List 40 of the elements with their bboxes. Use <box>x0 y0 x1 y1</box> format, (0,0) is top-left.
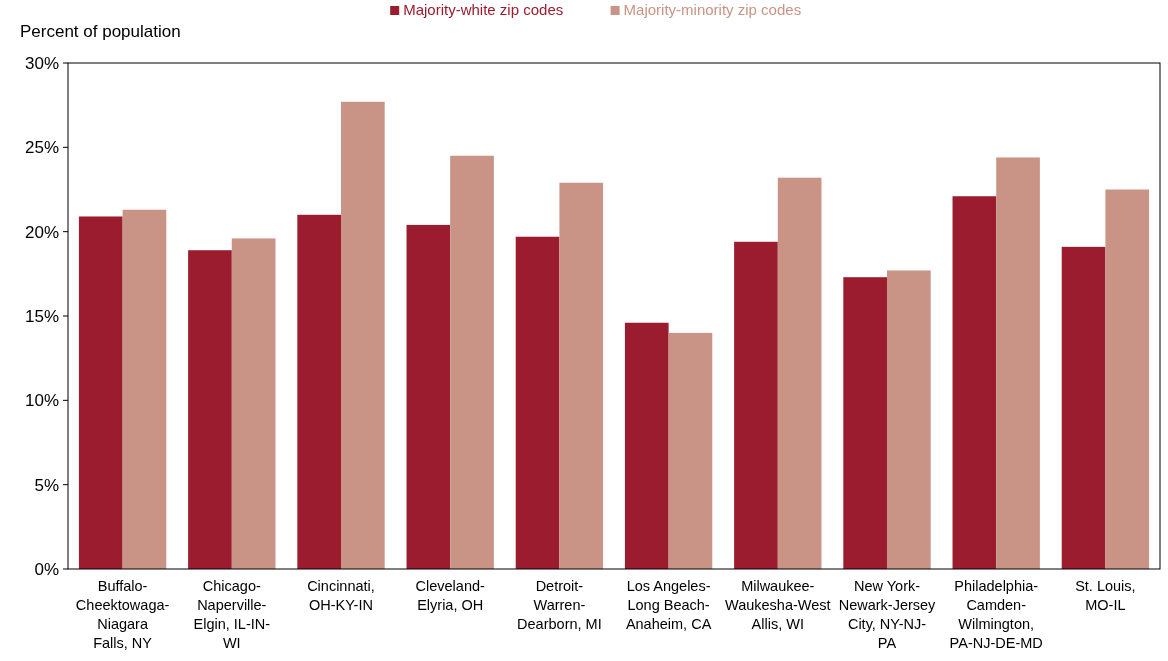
bar <box>1061 246 1106 569</box>
y-tick-label: 10% <box>24 391 59 411</box>
legend-label: Majority-white zip codes <box>403 1 564 18</box>
bar <box>231 238 276 569</box>
x-tick-label: Los Angeles-Long Beach-Anaheim, CA <box>625 578 712 632</box>
x-tick-label: Buffalo-Cheektowaga-Niagara Falls, NY <box>75 578 170 651</box>
bar <box>777 177 822 569</box>
bar <box>734 241 778 569</box>
bar <box>341 101 385 569</box>
y-tick-label: 25% <box>24 138 59 158</box>
bar <box>624 322 669 569</box>
y-axis-title: Percent of population <box>20 22 181 41</box>
bar <box>668 332 713 569</box>
bar <box>887 270 931 569</box>
bar <box>1105 189 1150 569</box>
x-tick-label: Detroit-Warren-Dearborn, MI <box>517 578 602 632</box>
bar <box>559 182 604 569</box>
x-tick-label: Cincinnati, OH-KY-IN <box>307 578 375 613</box>
x-tick-label: Milwaukee-Waukesha-West Allis, WI <box>725 578 831 632</box>
bar <box>843 277 887 569</box>
y-tick-label: 0% <box>34 559 59 579</box>
bar <box>450 155 494 569</box>
bar <box>297 214 341 569</box>
bar <box>78 216 123 569</box>
bar <box>996 157 1040 569</box>
x-tick-label: Philadelphia-Camden-Wilmington, PA-NJ-DE-MD <box>949 578 1043 651</box>
x-tick-label: New York-Newark-Jersey City, NY-NJ-PA <box>838 578 937 651</box>
x-tick-label: St. Louis, MO-IL <box>1075 578 1136 613</box>
x-tick-label: Cleveland-Elyria, OH <box>415 578 486 613</box>
y-tick-label: 15% <box>24 306 59 326</box>
x-tick-label: Chicago-Naperville-Elgin, IL-IN-WI <box>193 578 271 651</box>
bar <box>406 224 451 569</box>
y-tick-label: 30% <box>24 53 59 73</box>
bar <box>122 209 167 569</box>
legend-label: Majority-minority zip codes <box>623 1 802 18</box>
bar <box>188 250 232 569</box>
bar <box>515 236 560 569</box>
y-tick-label: 20% <box>24 222 59 242</box>
bar <box>952 196 997 569</box>
y-tick-label: 5% <box>34 475 59 495</box>
